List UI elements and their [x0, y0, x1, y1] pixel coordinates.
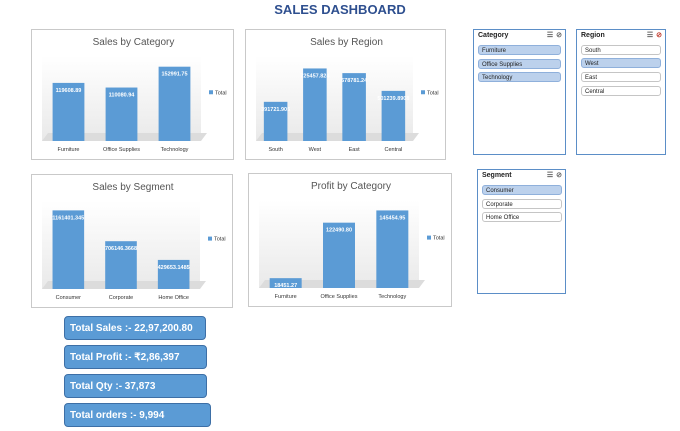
category-label: East — [349, 147, 360, 153]
dashboard-title: SALES DASHBOARD — [274, 2, 406, 17]
data-label: 501239.8908 — [377, 96, 409, 102]
data-label: 152991.75 — [162, 72, 188, 78]
bar-office-supplies[interactable] — [323, 222, 355, 288]
multi-select-icon[interactable]: ☰ — [646, 32, 654, 39]
slicer-item-central[interactable]: Central — [581, 86, 661, 96]
multi-select-icon[interactable]: ☰ — [546, 172, 554, 179]
kpi-total-profit: Total Profit :- ₹2,86,397 — [64, 345, 207, 369]
bar-central[interactable] — [381, 90, 406, 141]
sales-by-segment-chart[interactable]: Sales by Segment 1161401.345 Consumer 70614… — [31, 174, 233, 308]
slicer-item-corporate[interactable]: Corporate — [482, 199, 562, 209]
clear-filter-icon[interactable]: ⊘ — [556, 172, 562, 179]
chart-title: Profit by Category — [311, 181, 391, 192]
legend-swatch — [209, 90, 213, 95]
data-label: 18451.27 — [274, 283, 297, 289]
slicer-item-home-office[interactable]: Home Office — [482, 212, 562, 222]
slicer-item-west[interactable]: West — [581, 58, 661, 68]
bar-technology[interactable] — [158, 66, 191, 141]
data-label: 110080.94 — [109, 93, 136, 99]
bar-technology[interactable] — [376, 210, 409, 288]
data-label: 725457.824 — [300, 73, 330, 79]
bar-east[interactable] — [342, 73, 366, 141]
category-label: West — [309, 147, 322, 153]
legend-label: Total — [215, 90, 227, 96]
data-label: 678781.24 — [341, 78, 368, 84]
bar-south[interactable] — [263, 101, 288, 141]
slicer-item-technology[interactable]: Technology — [478, 72, 561, 82]
category-label: South — [268, 147, 282, 153]
bar-corporate[interactable] — [105, 241, 137, 289]
data-label: 1161401.345 — [52, 215, 84, 221]
data-label: 391721.905 — [261, 107, 290, 113]
bar-west[interactable] — [303, 68, 327, 141]
kpi-total-sales: Total Sales :- 22,97,200.80 — [64, 316, 206, 340]
category-label: Furniture — [275, 294, 297, 300]
region-slicer-title: Region — [581, 32, 605, 39]
category-label: Technology — [161, 147, 189, 153]
data-label: 145454.95 — [379, 215, 405, 221]
multi-select-icon[interactable]: ☰ — [546, 32, 554, 39]
category-label: Consumer — [56, 295, 82, 301]
sales-by-region-chart[interactable]: Sales by Region 391721.905 South 725457.824… — [245, 29, 446, 160]
region-slicer: Region ☰ ⊘ South West East Central — [576, 29, 666, 155]
slicer-item-office-supplies[interactable]: Office Supplies — [478, 59, 561, 69]
legend-swatch — [427, 235, 431, 240]
slicer-item-south[interactable]: South — [581, 45, 661, 55]
category-label: Corporate — [109, 295, 133, 301]
clear-filter-icon[interactable]: ⊘ — [556, 32, 562, 39]
chart-title: Sales by Segment — [92, 182, 173, 193]
clear-filter-icon[interactable]: ⊘ — [656, 32, 662, 39]
segment-slicer-title: Segment — [482, 172, 512, 179]
legend-label: Total — [427, 90, 439, 96]
segment-slicer: Segment ☰ ⊘ Consumer Corporate Home Offic… — [477, 169, 566, 294]
plot-floor — [256, 133, 419, 141]
category-label: Home Office — [158, 295, 188, 301]
category-label: Office Supplies — [103, 147, 140, 153]
kpi-total-qty: Total Qty :- 37,873 — [64, 374, 207, 398]
data-label: 429653.1485 — [158, 265, 190, 271]
slicer-item-furniture[interactable]: Furniture — [478, 45, 561, 55]
data-label: 706146.3668 — [105, 246, 137, 252]
category-label: Technology — [378, 294, 406, 300]
chart-title: Sales by Category — [93, 37, 175, 48]
category-label: Office Supplies — [321, 294, 358, 300]
data-label: 122490.80 — [326, 228, 352, 234]
legend-swatch — [421, 90, 425, 95]
data-label: 119608.89 — [56, 88, 82, 94]
category-label: Central — [385, 147, 403, 153]
category-slicer: Category ☰ ⊘ Furniture Office Supplies Te… — [473, 29, 566, 155]
slicer-item-consumer[interactable]: Consumer — [482, 185, 562, 195]
slicer-item-east[interactable]: East — [581, 72, 661, 82]
bar-furniture[interactable] — [52, 82, 85, 141]
profit-by-category-chart[interactable]: Profit by Category 18451.27 Furniture 12249… — [248, 173, 452, 307]
legend-label: Total — [214, 237, 226, 243]
kpi-total-orders: Total orders :- 9,994 — [64, 403, 211, 427]
bar-office-supplies[interactable] — [105, 87, 138, 141]
legend-swatch — [208, 236, 212, 241]
sales-by-category-chart[interactable]: Sales by Category 119608.89 Furniture 11008… — [31, 29, 234, 160]
chart-title: Sales by Region — [310, 37, 383, 48]
category-slicer-title: Category — [478, 32, 509, 39]
bar-furniture[interactable] — [269, 278, 302, 288]
category-label: Furniture — [57, 147, 79, 153]
bar-consumer[interactable] — [52, 210, 85, 289]
bar-home-office[interactable] — [157, 259, 190, 289]
legend-label: Total — [433, 236, 445, 242]
